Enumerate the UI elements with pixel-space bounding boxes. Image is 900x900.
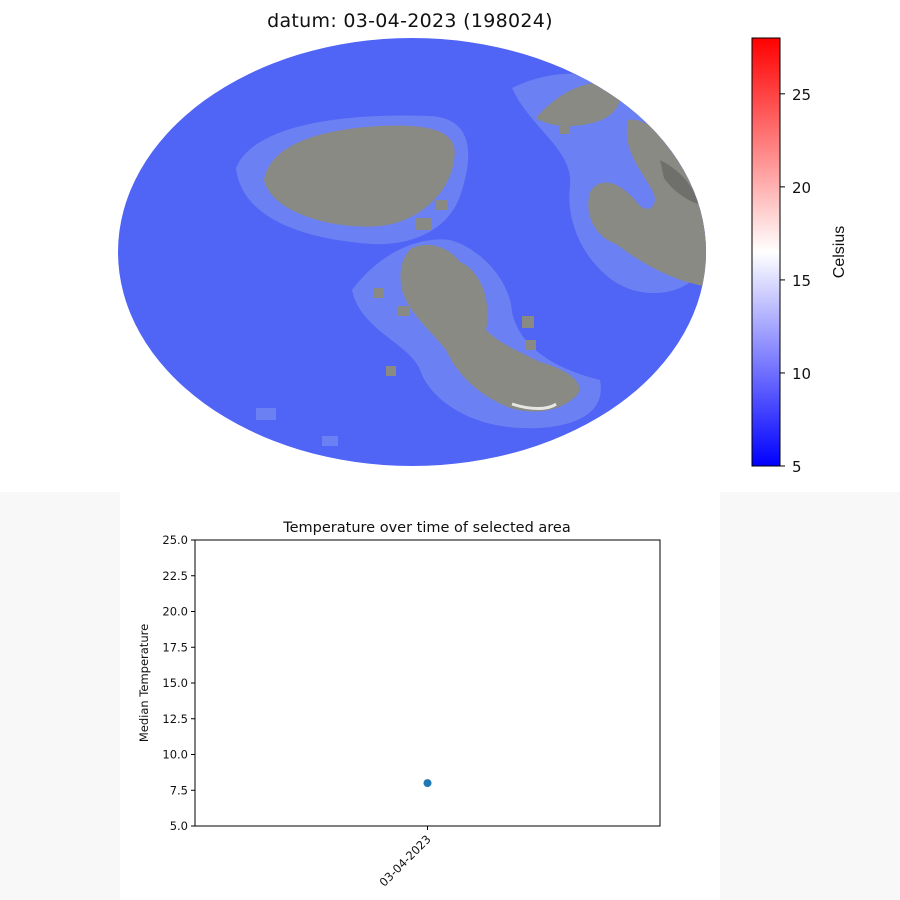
temperature-time-series-chart: Temperature over time of selected area M… xyxy=(137,520,661,889)
colorbar-tick-label: 20 xyxy=(792,179,811,197)
colorbar-tick-label: 5 xyxy=(792,458,802,476)
y-tick-label: 22.5 xyxy=(162,569,188,583)
y-axis-label: Median Temperature xyxy=(137,624,151,742)
colorbar-tick-label: 25 xyxy=(792,86,811,104)
x-axis-ticks: 03-04-2023 xyxy=(376,826,434,889)
y-tick-label: 7.5 xyxy=(170,783,188,797)
y-tick-label: 10.0 xyxy=(162,748,188,762)
y-tick-label: 12.5 xyxy=(162,712,188,726)
y-tick-label: 17.5 xyxy=(162,640,188,654)
map-title: datum: 03-04-2023 (198024) xyxy=(267,10,553,32)
colorbar-tick-label: 10 xyxy=(792,365,811,383)
chart-card: Temperature over time of selected area M… xyxy=(120,492,720,900)
map-highland xyxy=(660,160,698,204)
chart-title: Temperature over time of selected area xyxy=(282,520,571,536)
temperature-map-panel: datum: 03-04-2023 (198024) xyxy=(118,10,848,476)
y-axis-ticks: 5.0 7.5 10.0 12.5 15.0 17.5 20.0 22.5 25.0 xyxy=(162,533,195,833)
data-points xyxy=(423,779,432,788)
y-tick-label: 5.0 xyxy=(170,819,188,833)
colorbar-tick-label: 15 xyxy=(792,272,811,290)
temperature-map xyxy=(118,38,706,466)
y-tick-label: 15.0 xyxy=(162,676,188,690)
y-tick-label: 20.0 xyxy=(162,605,188,619)
colorbar-ticks: 5 10 15 20 25 xyxy=(780,86,811,476)
map-land xyxy=(264,82,706,412)
colorbar-label: Celsius xyxy=(831,226,848,278)
data-point xyxy=(423,779,432,788)
y-tick-label: 25.0 xyxy=(162,533,188,547)
map-sandbank xyxy=(511,402,557,410)
colorbar-gradient xyxy=(751,37,781,467)
plot-frame xyxy=(194,539,661,827)
time-series-panel: Temperature over time of selected area M… xyxy=(0,492,900,900)
x-tick-label: 03-04-2023 xyxy=(376,832,433,889)
temperature-colorbar: 5 10 15 20 25 Celsius xyxy=(751,37,848,476)
